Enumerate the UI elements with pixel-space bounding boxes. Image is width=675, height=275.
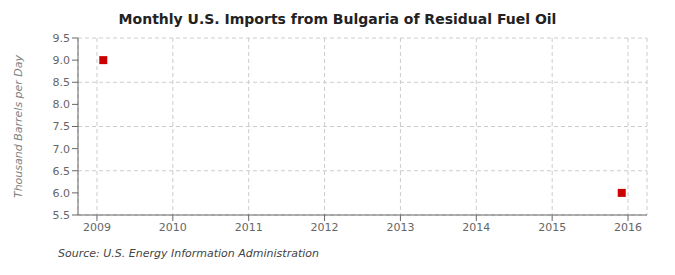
svg-text:2011: 2011	[235, 221, 263, 234]
svg-text:2014: 2014	[462, 221, 490, 234]
svg-text:2015: 2015	[538, 221, 566, 234]
svg-text:6.0: 6.0	[53, 187, 71, 200]
svg-text:2016: 2016	[614, 221, 642, 234]
svg-text:Thousand Barrels per Day: Thousand Barrels per Day	[12, 54, 25, 198]
svg-text:2009: 2009	[83, 221, 111, 234]
svg-text:2012: 2012	[311, 221, 339, 234]
svg-text:6.5: 6.5	[53, 165, 71, 178]
svg-text:9.5: 9.5	[53, 32, 71, 45]
svg-text:7.0: 7.0	[53, 143, 71, 156]
svg-text:2010: 2010	[159, 221, 187, 234]
svg-text:8.5: 8.5	[53, 76, 71, 89]
html-text:Monthly U.S. Imports from Bulg: Monthly U.S. Imports from Bulgaria of Re…	[118, 11, 557, 27]
html-text:Source: U.S. Energy Informatio: Source: U.S. Energy Information Administ…	[58, 247, 319, 260]
svg-text:2013: 2013	[386, 221, 414, 234]
svg-text:9.0: 9.0	[53, 54, 71, 67]
svg-text:7.5: 7.5	[53, 120, 71, 133]
svg-text:8.0: 8.0	[53, 98, 71, 111]
svg-text:5.5: 5.5	[53, 209, 71, 222]
